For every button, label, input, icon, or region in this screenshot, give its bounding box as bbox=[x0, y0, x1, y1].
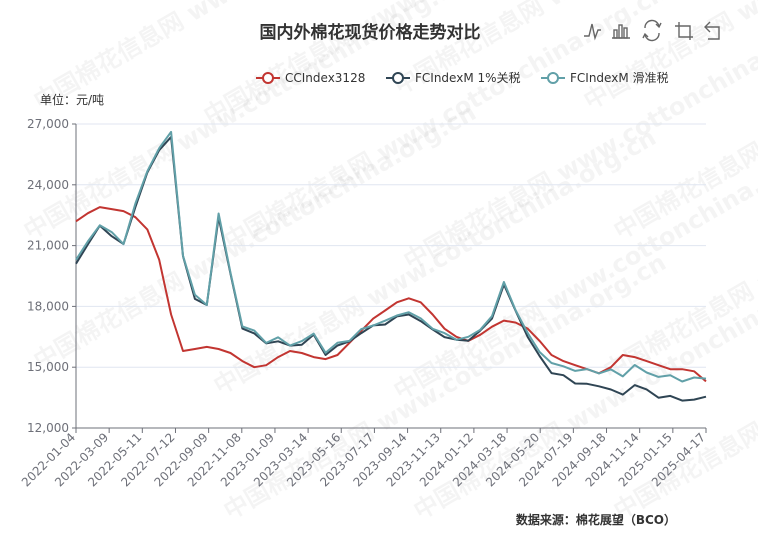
legend-marker-icon bbox=[547, 72, 559, 84]
data-zoom-icon[interactable] bbox=[673, 20, 695, 40]
line-chart-icon[interactable] bbox=[582, 20, 602, 41]
legend: CCIndex3128 FCIndexM 1%关税 FCIndexM 滑准税 bbox=[256, 71, 669, 85]
data-source-label: 数据来源：棉花展望（BCO） bbox=[516, 512, 676, 527]
legend-label: CCIndex3128 bbox=[285, 71, 365, 85]
y-tick-label: 27,000 bbox=[27, 117, 69, 131]
y-tick-label: 21,000 bbox=[27, 239, 69, 253]
zoom-reset-icon[interactable] bbox=[702, 20, 724, 40]
y-tick-label: 24,000 bbox=[27, 178, 69, 192]
y-unit-label: 单位：元/吨 bbox=[40, 92, 104, 107]
x-axis: 2022-01-042022-03-092022-05-112022-07-12… bbox=[19, 427, 708, 489]
toolbox bbox=[582, 19, 724, 42]
refresh-icon[interactable] bbox=[641, 19, 663, 42]
y-tick-label: 15,000 bbox=[27, 360, 69, 374]
series-line-3 bbox=[75, 130, 707, 383]
legend-item-1[interactable]: CCIndex3128 bbox=[256, 71, 365, 85]
bar-chart-icon[interactable] bbox=[611, 20, 631, 40]
legend-item-2[interactable]: FCIndexM 1%关税 bbox=[386, 71, 521, 85]
legend-label: FCIndexM 1%关税 bbox=[415, 71, 521, 85]
legend-item-3[interactable]: FCIndexM 滑准税 bbox=[541, 71, 669, 85]
y-axis: 12,000 15,000 18,000 21,000 24,000 27,000 bbox=[27, 117, 77, 435]
chart-title: 国内外棉花现货价格走势对比 bbox=[260, 22, 481, 43]
legend-marker-icon bbox=[392, 72, 404, 84]
series-layer bbox=[75, 130, 707, 402]
legend-marker-icon bbox=[262, 72, 274, 84]
legend-label: FCIndexM 滑准税 bbox=[570, 71, 669, 85]
y-tick-label: 18,000 bbox=[27, 299, 69, 313]
y-tick-label: 12,000 bbox=[27, 421, 69, 435]
